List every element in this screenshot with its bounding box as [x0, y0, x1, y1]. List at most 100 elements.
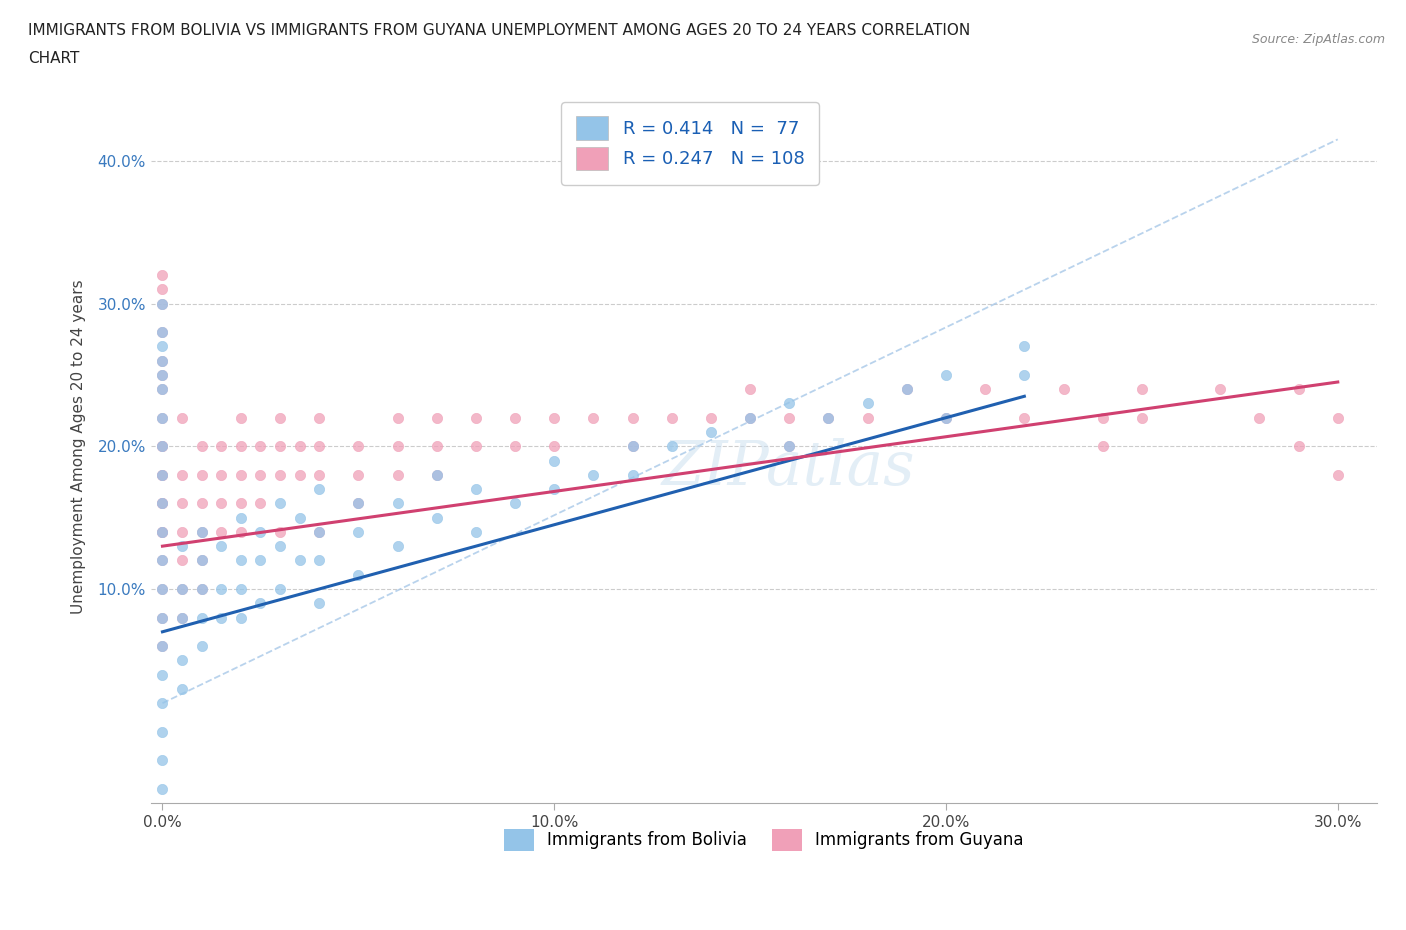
Point — [621, 439, 644, 454]
Point — [740, 410, 762, 425]
Point — [269, 496, 291, 511]
Point — [229, 496, 252, 511]
Point — [582, 468, 605, 483]
Point — [464, 439, 486, 454]
Point — [426, 410, 449, 425]
Point — [308, 468, 330, 483]
Point — [426, 511, 449, 525]
Point — [1209, 381, 1232, 396]
Point — [621, 410, 644, 425]
Point — [1288, 381, 1310, 396]
Point — [209, 538, 232, 553]
Point — [170, 496, 193, 511]
Point — [426, 439, 449, 454]
Point — [229, 410, 252, 425]
Point — [229, 525, 252, 539]
Point — [661, 439, 683, 454]
Point — [170, 468, 193, 483]
Point — [229, 610, 252, 625]
Point — [347, 496, 370, 511]
Point — [152, 439, 174, 454]
Point — [1014, 367, 1036, 382]
Text: ZIPatlas: ZIPatlas — [662, 438, 915, 498]
Point — [152, 367, 174, 382]
Point — [152, 667, 174, 682]
Point — [308, 439, 330, 454]
Point — [170, 410, 193, 425]
Point — [347, 567, 370, 582]
Point — [249, 439, 271, 454]
Point — [740, 381, 762, 396]
Point — [152, 439, 174, 454]
Point — [152, 525, 174, 539]
Point — [896, 381, 918, 396]
Point — [152, 639, 174, 654]
Point — [817, 410, 839, 425]
Point — [308, 553, 330, 568]
Point — [190, 581, 212, 596]
Point — [152, 353, 174, 368]
Point — [249, 525, 271, 539]
Point — [700, 424, 723, 439]
Point — [229, 581, 252, 596]
Point — [1091, 410, 1114, 425]
Point — [1326, 468, 1348, 483]
Point — [1288, 439, 1310, 454]
Point — [269, 581, 291, 596]
Point — [347, 525, 370, 539]
Point — [190, 525, 212, 539]
Point — [464, 482, 486, 497]
Point — [229, 511, 252, 525]
Y-axis label: Unemployment Among Ages 20 to 24 years: Unemployment Among Ages 20 to 24 years — [72, 279, 86, 614]
Point — [817, 410, 839, 425]
Point — [426, 468, 449, 483]
Point — [269, 439, 291, 454]
Point — [190, 496, 212, 511]
Point — [347, 496, 370, 511]
Point — [209, 525, 232, 539]
Point — [152, 724, 174, 739]
Point — [152, 581, 174, 596]
Point — [170, 653, 193, 668]
Point — [152, 410, 174, 425]
Point — [152, 468, 174, 483]
Point — [152, 367, 174, 382]
Point — [778, 396, 800, 411]
Point — [503, 439, 526, 454]
Point — [288, 439, 311, 454]
Point — [387, 468, 409, 483]
Point — [209, 468, 232, 483]
Point — [503, 496, 526, 511]
Point — [778, 410, 800, 425]
Point — [896, 381, 918, 396]
Point — [700, 410, 723, 425]
Point — [778, 439, 800, 454]
Point — [308, 596, 330, 611]
Point — [308, 410, 330, 425]
Point — [152, 496, 174, 511]
Point — [190, 639, 212, 654]
Point — [974, 381, 997, 396]
Point — [190, 553, 212, 568]
Point — [249, 496, 271, 511]
Point — [152, 610, 174, 625]
Point — [229, 468, 252, 483]
Point — [190, 553, 212, 568]
Point — [387, 496, 409, 511]
Point — [152, 268, 174, 283]
Point — [464, 525, 486, 539]
Point — [1052, 381, 1074, 396]
Point — [152, 525, 174, 539]
Point — [152, 639, 174, 654]
Point — [308, 525, 330, 539]
Point — [269, 410, 291, 425]
Point — [464, 410, 486, 425]
Point — [152, 496, 174, 511]
Point — [387, 538, 409, 553]
Point — [152, 296, 174, 311]
Point — [1326, 410, 1348, 425]
Point — [152, 468, 174, 483]
Point — [229, 553, 252, 568]
Point — [661, 410, 683, 425]
Point — [170, 610, 193, 625]
